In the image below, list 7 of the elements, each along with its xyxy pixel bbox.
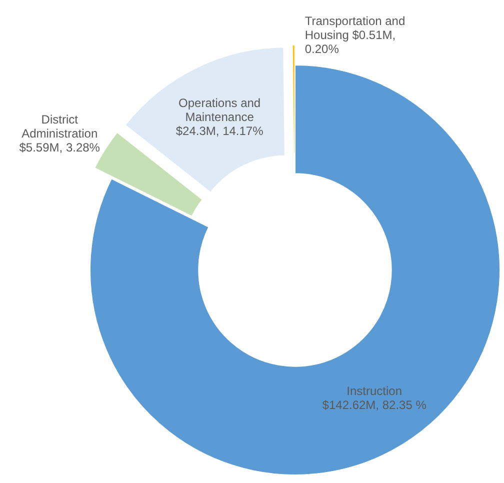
slice-label: Instruction [346,384,402,398]
data-label: $142.62M, 82.35 % [322,398,427,412]
data-label: $5.59M, 3.28% [19,140,100,154]
slice-label: Transportation and Housing $0.51M, 0.20% [304,14,406,56]
slice-label: District Administration [22,112,98,140]
data-label: $24.3M, 14.17% [176,124,264,138]
slice-label: Operations and Maintenance [178,96,261,124]
